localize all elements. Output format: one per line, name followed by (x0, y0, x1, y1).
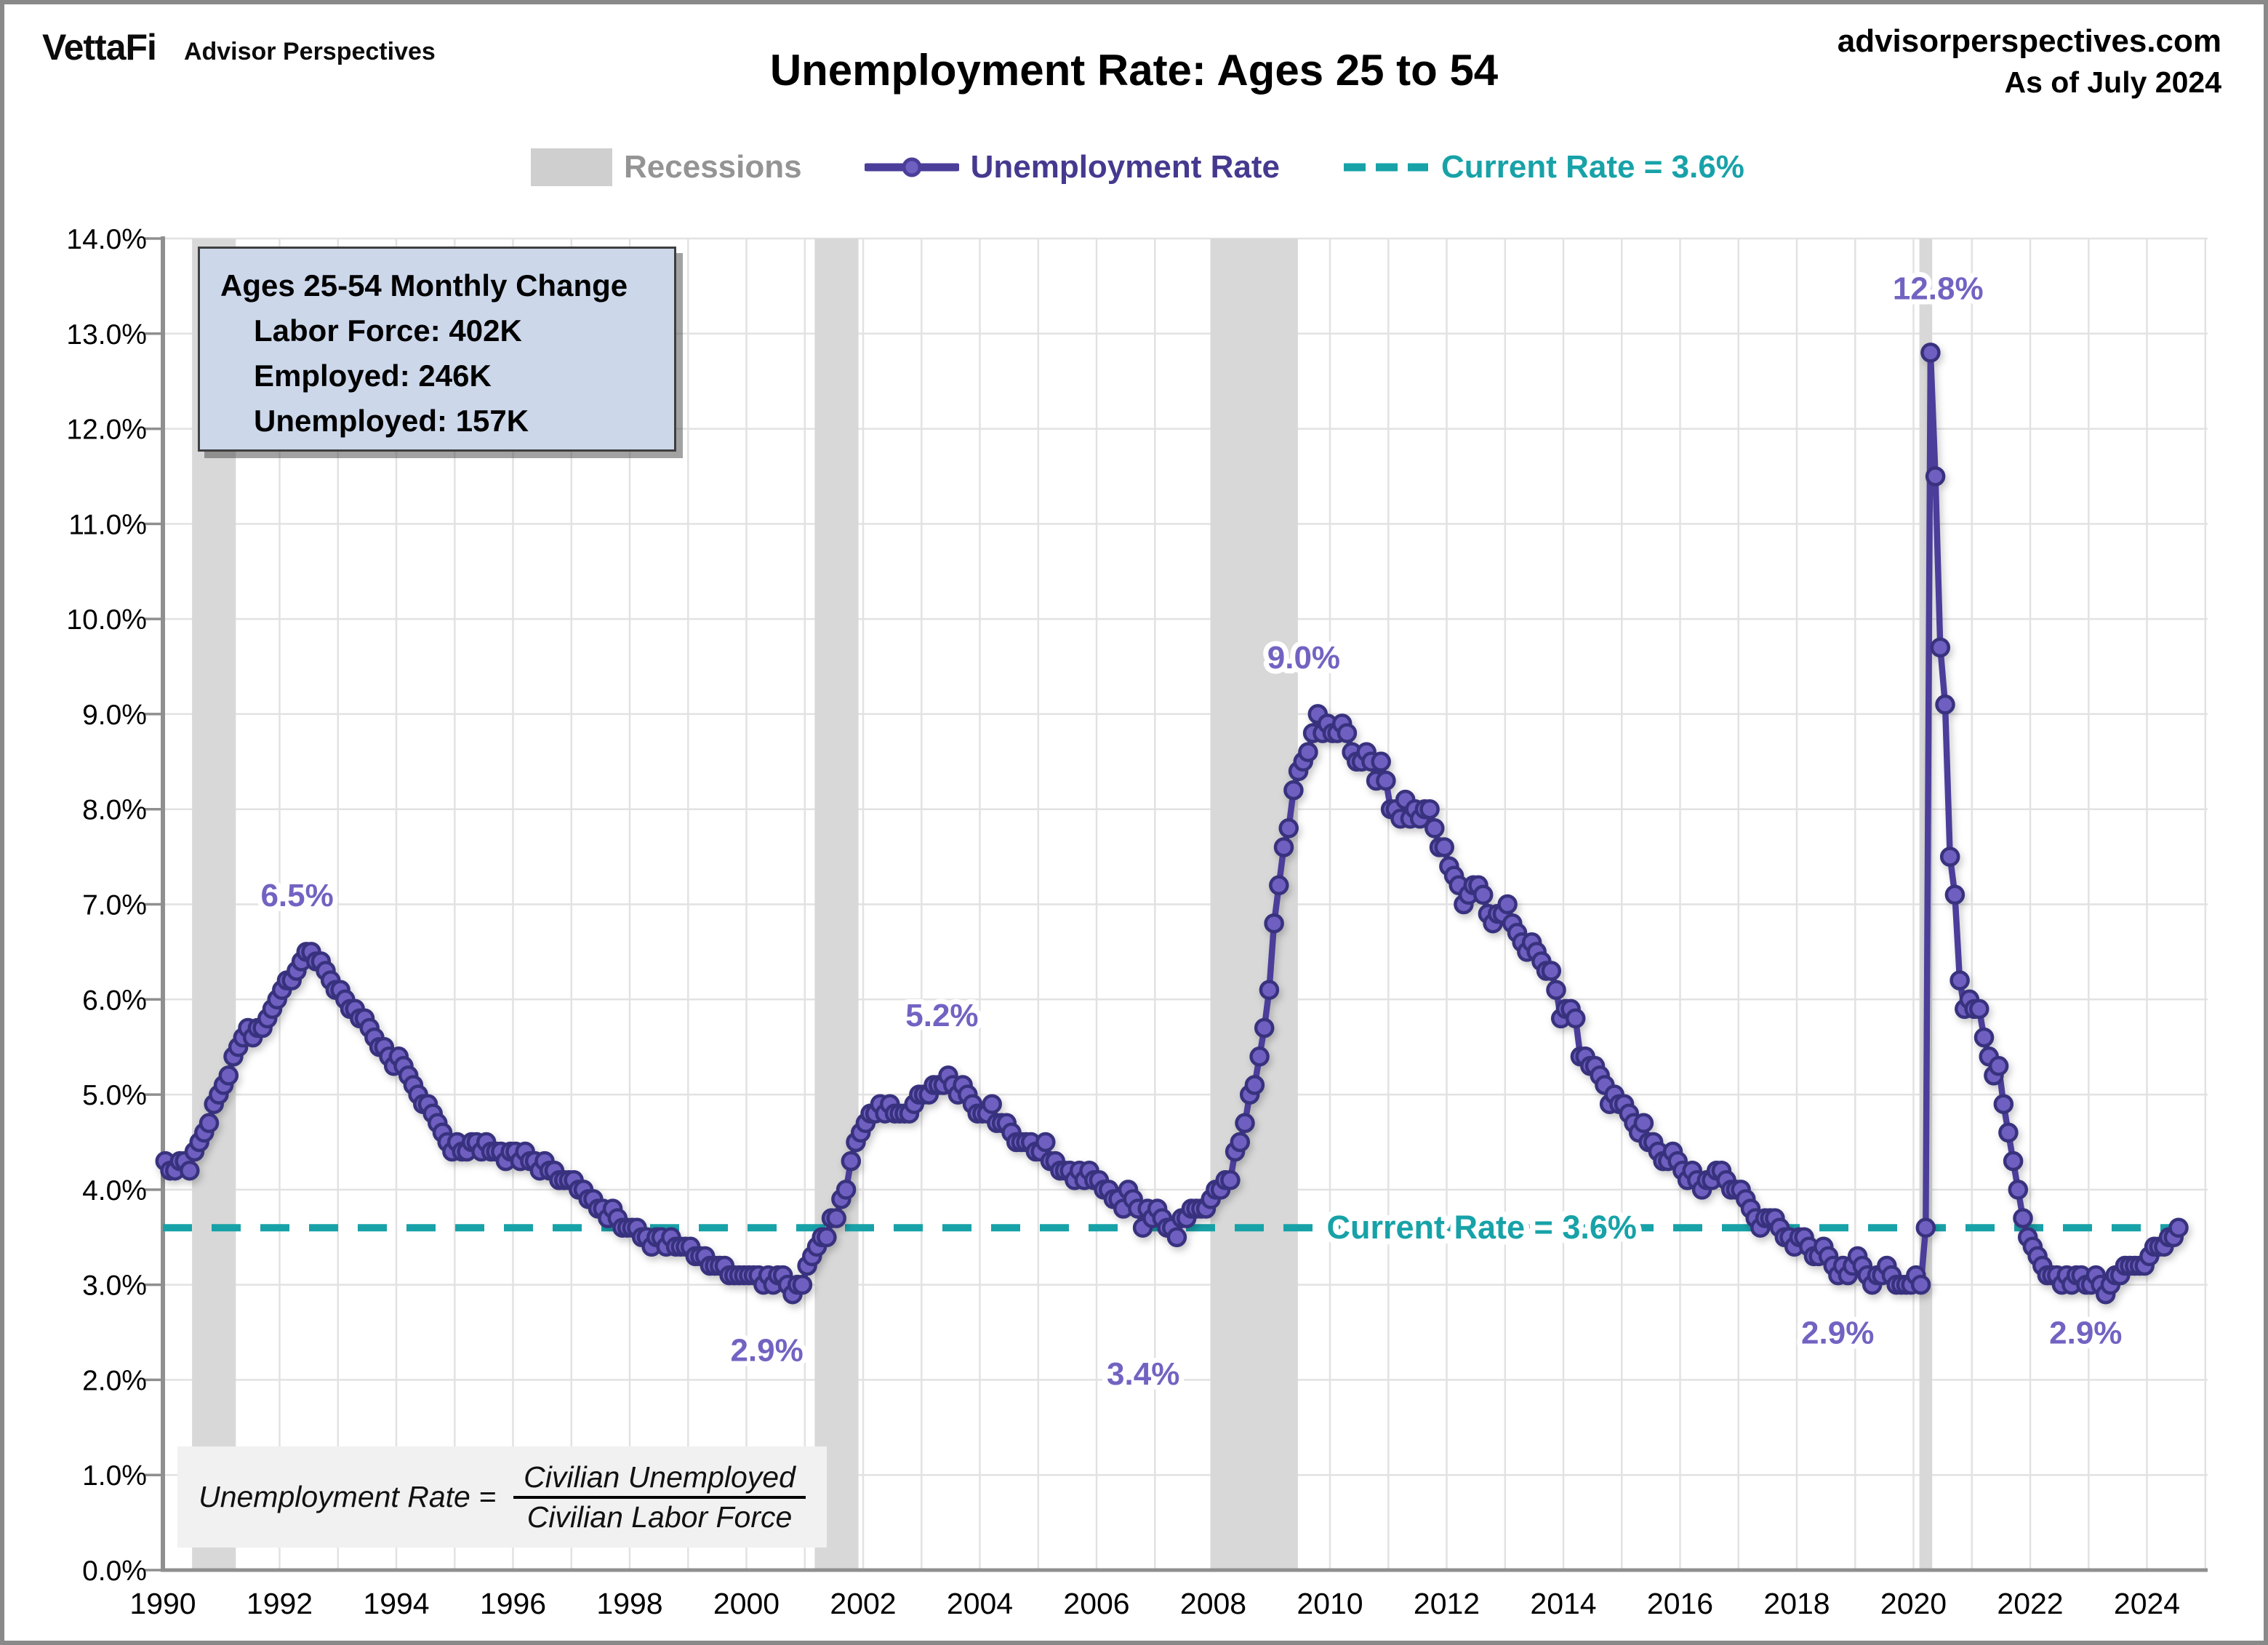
svg-text:2018: 2018 (1763, 1587, 1830, 1620)
formula-numerator: Civilian Unemployed (524, 1460, 796, 1494)
svg-text:13.0%: 13.0% (66, 319, 147, 351)
svg-text:14.0%: 14.0% (66, 224, 147, 255)
svg-text:11.0%: 11.0% (68, 509, 147, 540)
svg-text:3.4%: 3.4% (1107, 1356, 1179, 1392)
svg-text:7.0%: 7.0% (82, 890, 147, 921)
formula-denominator: Civilian Labor Force (526, 1500, 793, 1534)
svg-text:5.2%: 5.2% (905, 998, 978, 1033)
svg-text:2010: 2010 (1297, 1587, 1363, 1620)
svg-text:9.0%: 9.0% (1267, 640, 1340, 676)
svg-text:2.9%: 2.9% (1801, 1316, 1874, 1351)
svg-text:0.0%: 0.0% (82, 1556, 147, 1587)
svg-text:2002: 2002 (830, 1587, 896, 1620)
svg-text:8.0%: 8.0% (82, 795, 147, 826)
legend-item-recessions: Recessions (531, 148, 802, 186)
svg-text:Current Rate = 3.6%: Current Rate = 3.6% (1326, 1209, 1636, 1246)
svg-text:2.9%: 2.9% (730, 1332, 803, 1368)
legend-label-unemployment-rate: Unemployment Rate (970, 149, 1280, 185)
vettafi-logo: VettaFi Advisor Perspectives (42, 26, 436, 68)
formula-box: Unemployment Rate = Civilian Unemployed … (177, 1446, 827, 1548)
svg-text:2014: 2014 (1530, 1587, 1596, 1620)
legend-item-unemployment-rate: Unemployment Rate (864, 149, 1280, 185)
svg-text:6.5%: 6.5% (260, 878, 333, 913)
dashed-line-swatch-icon (1344, 163, 1428, 172)
unemployment-rate-chart: 0.0% 1.0% 2.0% 3.0% 4.0% 5.0% 6.0% 7.0% 8.0% 9.0%… (66, 224, 2208, 1620)
svg-text:2020: 2020 (1880, 1587, 1947, 1620)
line-marker-swatch-icon (864, 157, 959, 177)
vettafi-logo-text: VettaFi (42, 27, 157, 68)
svg-text:4.0%: 4.0% (82, 1175, 147, 1206)
legend-label-current-rate: Current Rate = 3.6% (1441, 149, 1744, 185)
site-url: advisorperspectives.com (1837, 23, 2221, 59)
svg-text:1998: 1998 (596, 1587, 662, 1620)
svg-text:1.0%: 1.0% (82, 1460, 147, 1492)
svg-text:5.0%: 5.0% (82, 1080, 147, 1111)
monthly-change-info-box: Ages 25-54 Monthly Change Labor Force: 4… (198, 247, 676, 452)
svg-text:1992: 1992 (247, 1587, 313, 1620)
info-box-labor-force: Labor Force: 402K (254, 313, 522, 348)
svg-text:2008: 2008 (1180, 1587, 1246, 1620)
svg-text:10.0%: 10.0% (66, 604, 147, 636)
svg-text:2006: 2006 (1063, 1587, 1129, 1620)
formula-fraction-bar (513, 1495, 806, 1499)
formula-lhs: Unemployment Rate = (199, 1480, 497, 1513)
page-title: Unemployment Rate: Ages 25 to 54 (769, 46, 1499, 95)
svg-text:1990: 1990 (129, 1587, 196, 1620)
svg-text:2012: 2012 (1414, 1587, 1480, 1620)
svg-text:2022: 2022 (1997, 1587, 2063, 1620)
formula-fraction: Civilian Unemployed Civilian Labor Force (513, 1459, 806, 1536)
svg-text:2016: 2016 (1647, 1587, 1713, 1620)
chart-legend: Recessions Unemployment Rate Current Rat… (531, 148, 1744, 186)
info-box-employed: Employed: 246K (254, 359, 492, 393)
svg-text:2.0%: 2.0% (82, 1365, 147, 1396)
as-of-date: As of July 2024 (2004, 65, 2221, 99)
recession-swatch-icon (531, 148, 612, 186)
svg-text:9.0%: 9.0% (82, 700, 147, 731)
info-box-unemployed: Unemployed: 157K (254, 404, 529, 438)
svg-text:12.8%: 12.8% (1893, 271, 1984, 307)
svg-text:2004: 2004 (947, 1587, 1013, 1620)
svg-text:3.0%: 3.0% (82, 1270, 147, 1302)
svg-text:1994: 1994 (363, 1587, 429, 1620)
source-block: advisorperspectives.com As of July 2024 (1838, 23, 2221, 100)
svg-text:1996: 1996 (480, 1587, 546, 1620)
svg-text:6.0%: 6.0% (82, 985, 147, 1016)
svg-text:2.9%: 2.9% (2049, 1316, 2122, 1351)
svg-text:12.0%: 12.0% (66, 415, 147, 446)
info-box-title: Ages 25-54 Monthly Change (220, 268, 628, 303)
svg-text:2024: 2024 (2114, 1587, 2180, 1620)
svg-text:2000: 2000 (713, 1587, 780, 1620)
legend-label-recessions: Recessions (624, 149, 802, 185)
legend-item-current-rate: Current Rate = 3.6% (1342, 149, 1744, 185)
advisor-perspectives-text: Advisor Perspectives (183, 38, 436, 65)
